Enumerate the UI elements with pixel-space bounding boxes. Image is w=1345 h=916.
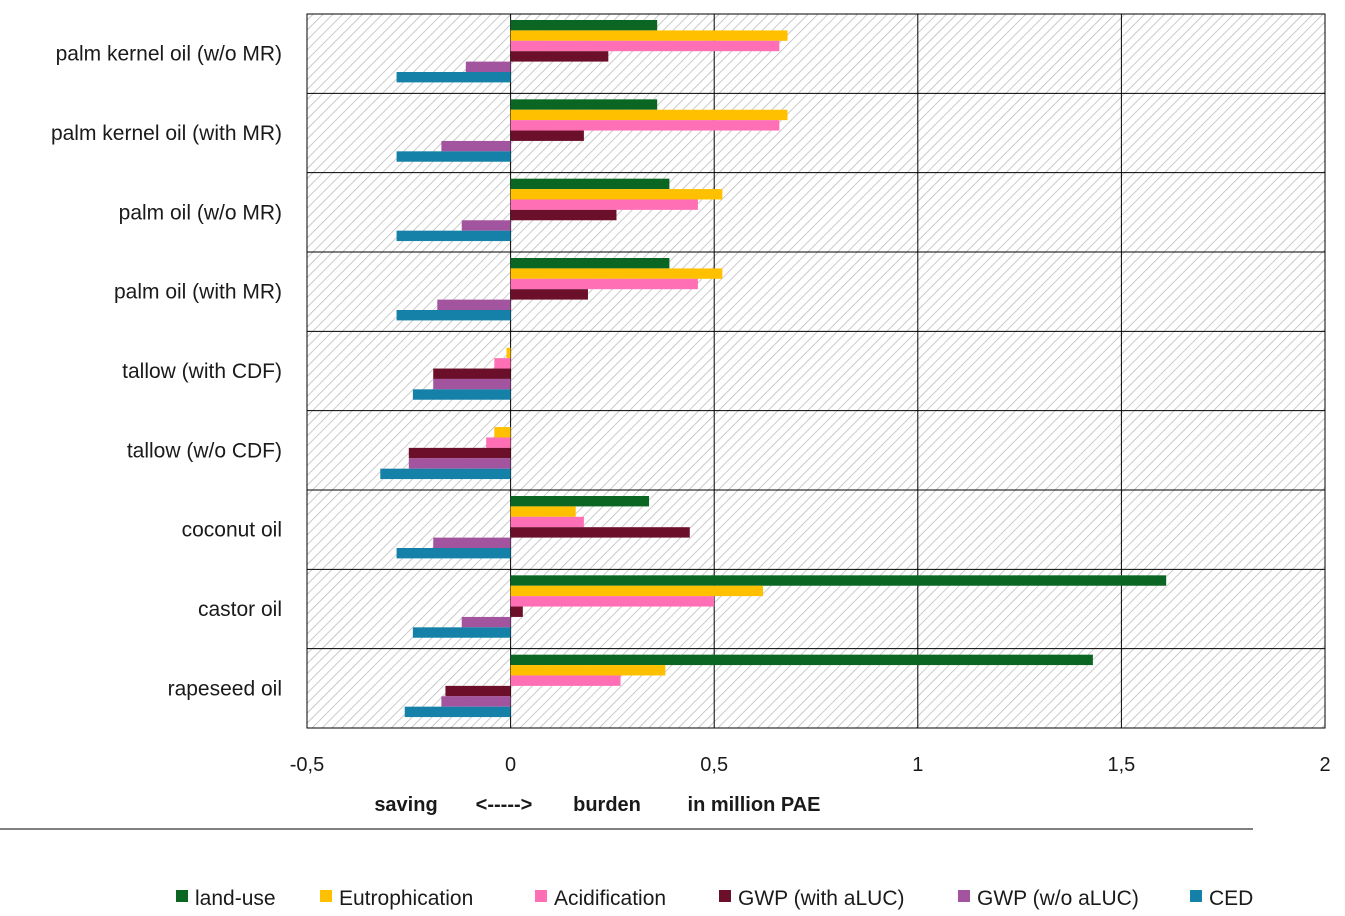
bar	[445, 685, 511, 697]
legend: land-use Eutrophication Acidification GWP (…	[176, 887, 1253, 910]
bar	[510, 30, 788, 41]
bar	[437, 299, 511, 310]
legend-label: land-use	[195, 887, 276, 910]
bars	[380, 20, 1167, 718]
legend-swatch	[719, 890, 731, 902]
category-label: coconut oil	[182, 519, 282, 542]
bar	[486, 437, 511, 448]
category-labels: palm kernel oil (w/o MR) palm kernel oil …	[51, 43, 282, 701]
bar	[510, 606, 523, 617]
bar	[510, 289, 588, 300]
x-axis-title-part: <----->	[476, 794, 533, 816]
bar	[510, 278, 698, 290]
bar	[510, 496, 650, 507]
bar	[510, 516, 584, 528]
x-tick-labels: -0,5 0 0,5 1 1,5 2	[290, 754, 1331, 776]
legend-swatch	[535, 890, 547, 902]
bar	[510, 51, 609, 62]
legend-swatch	[176, 890, 188, 902]
x-tick-label: -0,5	[290, 754, 324, 776]
bar	[510, 665, 666, 676]
bar	[510, 120, 780, 131]
x-tick-label: 2	[1319, 754, 1330, 776]
bar	[461, 616, 511, 628]
x-axis-title: saving <-----> burden in million PAE	[374, 794, 820, 816]
legend-label: Eutrophication	[339, 887, 473, 910]
bar	[404, 706, 511, 718]
bar	[510, 20, 658, 31]
bar	[510, 258, 670, 269]
bar	[510, 189, 723, 200]
x-tick-label: 1	[912, 754, 923, 776]
legend-label: CED	[1209, 887, 1253, 910]
bar	[433, 537, 511, 548]
legend-swatch	[958, 890, 970, 902]
category-label: tallow (w/o CDF)	[127, 439, 282, 462]
bar	[510, 209, 617, 221]
bar	[396, 548, 511, 559]
category-label: rapeseed oil	[168, 677, 282, 700]
bar	[412, 627, 511, 638]
bar	[441, 140, 511, 152]
category-label: tallow (with CDF)	[122, 360, 282, 383]
bar	[510, 675, 621, 686]
bar	[510, 506, 576, 517]
legend-label: GWP (w/o aLUC)	[977, 887, 1139, 910]
bar	[510, 40, 780, 52]
bar	[510, 654, 1093, 666]
bar	[396, 230, 511, 242]
x-axis-title-part: in million PAE	[688, 794, 821, 816]
bar	[461, 220, 511, 231]
bar	[494, 358, 511, 369]
bar	[433, 368, 511, 379]
bar	[510, 596, 715, 607]
x-tick-label: 0	[505, 754, 516, 776]
bar	[510, 575, 1167, 586]
bar	[510, 268, 723, 279]
bar	[441, 696, 511, 707]
legend-label: Acidification	[554, 887, 666, 910]
legend-swatch	[1190, 890, 1202, 902]
bar	[412, 389, 511, 400]
x-tick-label: 0,5	[700, 754, 728, 776]
bar	[510, 527, 690, 538]
bar	[408, 458, 511, 469]
bar	[510, 109, 788, 121]
bar	[510, 585, 764, 597]
bar	[408, 447, 511, 459]
x-axis-title-part: saving	[374, 794, 437, 816]
bar	[380, 468, 511, 480]
bar	[396, 151, 511, 162]
bar	[396, 72, 511, 83]
bar	[433, 378, 511, 390]
bar	[510, 199, 698, 210]
category-label: palm oil (w/o MR)	[119, 201, 282, 224]
category-label: castor oil	[198, 598, 282, 621]
category-label: palm kernel oil (with MR)	[51, 122, 282, 145]
x-tick-label: 1,5	[1107, 754, 1135, 776]
bar	[396, 310, 511, 321]
bar	[494, 427, 511, 438]
bar	[465, 61, 511, 72]
x-axis-title-part: burden	[573, 794, 641, 816]
category-label: palm oil (with MR)	[114, 281, 282, 304]
legend-swatch	[320, 890, 332, 902]
bar	[510, 130, 584, 141]
bar	[506, 347, 511, 359]
category-label: palm kernel oil (w/o MR)	[56, 43, 282, 66]
bar	[510, 178, 670, 190]
bar	[510, 99, 658, 110]
legend-label: GWP (with aLUC)	[738, 887, 904, 910]
